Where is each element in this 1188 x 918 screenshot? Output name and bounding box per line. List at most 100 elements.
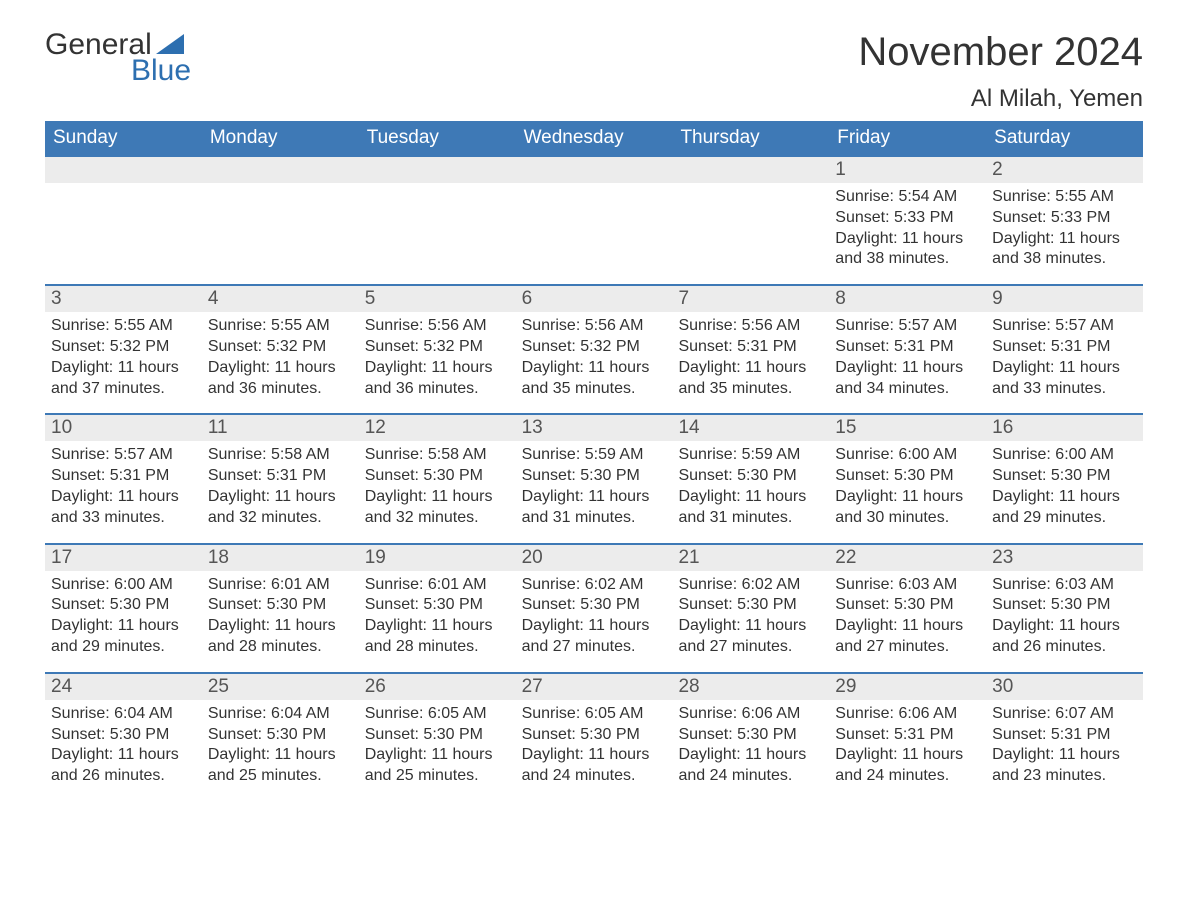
day-number: 8: [829, 284, 986, 312]
daylight-line: Daylight: 11 hours and 28 minutes.: [365, 616, 510, 658]
day-number: 17: [45, 543, 202, 571]
weeks-container: 1Sunrise: 5:54 AMSunset: 5:33 PMDaylight…: [45, 155, 1143, 801]
sunrise-line: Sunrise: 5:56 AM: [678, 316, 823, 337]
sunrise-line: Sunrise: 5:59 AM: [678, 445, 823, 466]
daylight-line: Daylight: 11 hours and 30 minutes.: [835, 487, 980, 529]
day-number: 12: [359, 413, 516, 441]
day-number: [359, 155, 516, 183]
daylight-line: Daylight: 11 hours and 38 minutes.: [835, 229, 980, 271]
day-cell: [45, 155, 202, 284]
day-details: Sunrise: 6:06 AMSunset: 5:31 PMDaylight:…: [829, 700, 986, 787]
daylight-line: Daylight: 11 hours and 34 minutes.: [835, 358, 980, 400]
sunset-line: Sunset: 5:30 PM: [51, 725, 196, 746]
dow-cell: Wednesday: [516, 121, 673, 155]
sunset-line: Sunset: 5:32 PM: [522, 337, 667, 358]
day-cell: 20Sunrise: 6:02 AMSunset: 5:30 PMDayligh…: [516, 543, 673, 672]
daylight-line: Daylight: 11 hours and 31 minutes.: [678, 487, 823, 529]
sunset-line: Sunset: 5:31 PM: [51, 466, 196, 487]
daylight-line: Daylight: 11 hours and 26 minutes.: [51, 745, 196, 787]
sunrise-line: Sunrise: 5:56 AM: [365, 316, 510, 337]
day-cell: 9Sunrise: 5:57 AMSunset: 5:31 PMDaylight…: [986, 284, 1143, 413]
daylight-line: Daylight: 11 hours and 24 minutes.: [522, 745, 667, 787]
sunset-line: Sunset: 5:30 PM: [678, 595, 823, 616]
day-cell: 8Sunrise: 5:57 AMSunset: 5:31 PMDaylight…: [829, 284, 986, 413]
daylight-line: Daylight: 11 hours and 31 minutes.: [522, 487, 667, 529]
daylight-line: Daylight: 11 hours and 27 minutes.: [835, 616, 980, 658]
dow-cell: Tuesday: [359, 121, 516, 155]
day-cell: 3Sunrise: 5:55 AMSunset: 5:32 PMDaylight…: [45, 284, 202, 413]
calendar-grid: SundayMondayTuesdayWednesdayThursdayFrid…: [45, 121, 1143, 801]
sunset-line: Sunset: 5:30 PM: [522, 725, 667, 746]
day-cell: 15Sunrise: 6:00 AMSunset: 5:30 PMDayligh…: [829, 413, 986, 542]
day-number: [516, 155, 673, 183]
day-cell: 2Sunrise: 5:55 AMSunset: 5:33 PMDaylight…: [986, 155, 1143, 284]
day-number: 28: [672, 672, 829, 700]
day-details: Sunrise: 5:57 AMSunset: 5:31 PMDaylight:…: [45, 441, 202, 528]
sunrise-line: Sunrise: 5:57 AM: [51, 445, 196, 466]
week-row: 17Sunrise: 6:00 AMSunset: 5:30 PMDayligh…: [45, 543, 1143, 672]
sunrise-line: Sunrise: 5:55 AM: [992, 187, 1137, 208]
day-number: 24: [45, 672, 202, 700]
daylight-line: Daylight: 11 hours and 27 minutes.: [522, 616, 667, 658]
sunset-line: Sunset: 5:30 PM: [365, 725, 510, 746]
sunset-line: Sunset: 5:30 PM: [678, 466, 823, 487]
month-title: November 2024: [858, 30, 1143, 75]
daylight-line: Daylight: 11 hours and 28 minutes.: [208, 616, 353, 658]
sunset-line: Sunset: 5:33 PM: [992, 208, 1137, 229]
sunset-line: Sunset: 5:33 PM: [835, 208, 980, 229]
sunset-line: Sunset: 5:30 PM: [365, 466, 510, 487]
sunrise-line: Sunrise: 6:07 AM: [992, 704, 1137, 725]
day-cell: 16Sunrise: 6:00 AMSunset: 5:30 PMDayligh…: [986, 413, 1143, 542]
day-number: 13: [516, 413, 673, 441]
day-cell: 18Sunrise: 6:01 AMSunset: 5:30 PMDayligh…: [202, 543, 359, 672]
day-number: [672, 155, 829, 183]
day-cell: 30Sunrise: 6:07 AMSunset: 5:31 PMDayligh…: [986, 672, 1143, 801]
daylight-line: Daylight: 11 hours and 35 minutes.: [522, 358, 667, 400]
day-details: Sunrise: 5:59 AMSunset: 5:30 PMDaylight:…: [672, 441, 829, 528]
sunrise-line: Sunrise: 5:57 AM: [992, 316, 1137, 337]
daylight-line: Daylight: 11 hours and 32 minutes.: [208, 487, 353, 529]
sunset-line: Sunset: 5:30 PM: [208, 595, 353, 616]
sunset-line: Sunset: 5:30 PM: [992, 466, 1137, 487]
location-subtitle: Al Milah, Yemen: [858, 85, 1143, 113]
day-number: 7: [672, 284, 829, 312]
daylight-line: Daylight: 11 hours and 35 minutes.: [678, 358, 823, 400]
week-row: 3Sunrise: 5:55 AMSunset: 5:32 PMDaylight…: [45, 284, 1143, 413]
day-cell: 23Sunrise: 6:03 AMSunset: 5:30 PMDayligh…: [986, 543, 1143, 672]
day-cell: 12Sunrise: 5:58 AMSunset: 5:30 PMDayligh…: [359, 413, 516, 542]
daylight-line: Daylight: 11 hours and 23 minutes.: [992, 745, 1137, 787]
sunset-line: Sunset: 5:31 PM: [992, 725, 1137, 746]
daylight-line: Daylight: 11 hours and 37 minutes.: [51, 358, 196, 400]
day-cell: [516, 155, 673, 284]
sunrise-line: Sunrise: 6:06 AM: [835, 704, 980, 725]
day-details: Sunrise: 5:58 AMSunset: 5:31 PMDaylight:…: [202, 441, 359, 528]
sunset-line: Sunset: 5:30 PM: [365, 595, 510, 616]
day-details: Sunrise: 6:02 AMSunset: 5:30 PMDaylight:…: [516, 571, 673, 658]
sunrise-line: Sunrise: 6:02 AM: [522, 575, 667, 596]
daylight-line: Daylight: 11 hours and 25 minutes.: [208, 745, 353, 787]
day-details: Sunrise: 5:55 AMSunset: 5:33 PMDaylight:…: [986, 183, 1143, 270]
day-number: 26: [359, 672, 516, 700]
day-details: Sunrise: 6:02 AMSunset: 5:30 PMDaylight:…: [672, 571, 829, 658]
sunrise-line: Sunrise: 5:57 AM: [835, 316, 980, 337]
day-details: Sunrise: 6:01 AMSunset: 5:30 PMDaylight:…: [202, 571, 359, 658]
day-number: 25: [202, 672, 359, 700]
day-cell: 22Sunrise: 6:03 AMSunset: 5:30 PMDayligh…: [829, 543, 986, 672]
day-details: Sunrise: 6:00 AMSunset: 5:30 PMDaylight:…: [986, 441, 1143, 528]
day-details: Sunrise: 6:04 AMSunset: 5:30 PMDaylight:…: [45, 700, 202, 787]
day-details: Sunrise: 6:00 AMSunset: 5:30 PMDaylight:…: [829, 441, 986, 528]
day-details: Sunrise: 5:56 AMSunset: 5:31 PMDaylight:…: [672, 312, 829, 399]
dow-cell: Thursday: [672, 121, 829, 155]
day-number: 11: [202, 413, 359, 441]
day-cell: 6Sunrise: 5:56 AMSunset: 5:32 PMDaylight…: [516, 284, 673, 413]
day-number: 16: [986, 413, 1143, 441]
day-cell: 14Sunrise: 5:59 AMSunset: 5:30 PMDayligh…: [672, 413, 829, 542]
day-number: 4: [202, 284, 359, 312]
day-cell: 5Sunrise: 5:56 AMSunset: 5:32 PMDaylight…: [359, 284, 516, 413]
day-details: Sunrise: 6:06 AMSunset: 5:30 PMDaylight:…: [672, 700, 829, 787]
day-details: Sunrise: 5:54 AMSunset: 5:33 PMDaylight:…: [829, 183, 986, 270]
day-cell: 1Sunrise: 5:54 AMSunset: 5:33 PMDaylight…: [829, 155, 986, 284]
day-of-week-header: SundayMondayTuesdayWednesdayThursdayFrid…: [45, 121, 1143, 155]
sunrise-line: Sunrise: 5:54 AM: [835, 187, 980, 208]
sunset-line: Sunset: 5:31 PM: [208, 466, 353, 487]
